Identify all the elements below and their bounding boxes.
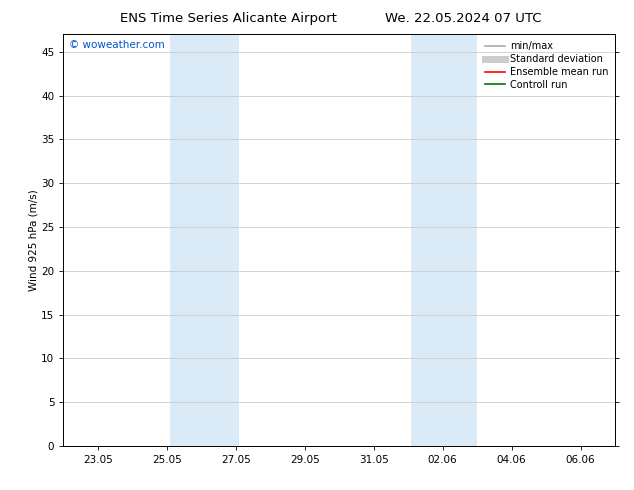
Text: © woweather.com: © woweather.com bbox=[69, 41, 165, 50]
Y-axis label: Wind 925 hPa (m/s): Wind 925 hPa (m/s) bbox=[29, 189, 38, 291]
Text: ENS Time Series Alicante Airport: ENS Time Series Alicante Airport bbox=[120, 12, 337, 25]
Bar bbox=[411, 34, 477, 446]
Text: We. 22.05.2024 07 UTC: We. 22.05.2024 07 UTC bbox=[385, 12, 541, 25]
Bar bbox=[169, 34, 238, 446]
Legend: min/max, Standard deviation, Ensemble mean run, Controll run: min/max, Standard deviation, Ensemble me… bbox=[481, 37, 612, 94]
